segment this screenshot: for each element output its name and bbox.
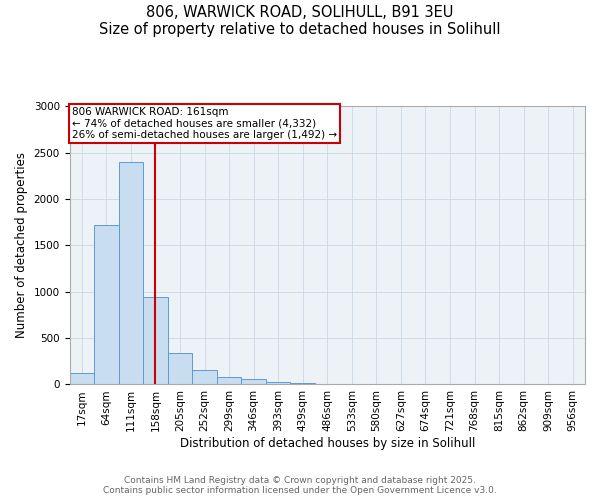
- Bar: [241, 380, 266, 384]
- Text: Contains HM Land Registry data © Crown copyright and database right 2025.
Contai: Contains HM Land Registry data © Crown c…: [103, 476, 497, 495]
- Bar: [192, 370, 217, 384]
- Bar: [168, 353, 192, 384]
- Text: 806, WARWICK ROAD, SOLIHULL, B91 3EU
Size of property relative to detached house: 806, WARWICK ROAD, SOLIHULL, B91 3EU Siz…: [99, 5, 501, 38]
- Bar: [266, 382, 290, 384]
- Bar: [70, 374, 94, 384]
- Text: 806 WARWICK ROAD: 161sqm
← 74% of detached houses are smaller (4,332)
26% of sem: 806 WARWICK ROAD: 161sqm ← 74% of detach…: [72, 107, 337, 140]
- Bar: [217, 377, 241, 384]
- Bar: [290, 383, 315, 384]
- Bar: [143, 298, 168, 384]
- X-axis label: Distribution of detached houses by size in Solihull: Distribution of detached houses by size …: [179, 437, 475, 450]
- Bar: [119, 162, 143, 384]
- Y-axis label: Number of detached properties: Number of detached properties: [15, 152, 28, 338]
- Bar: [94, 225, 119, 384]
